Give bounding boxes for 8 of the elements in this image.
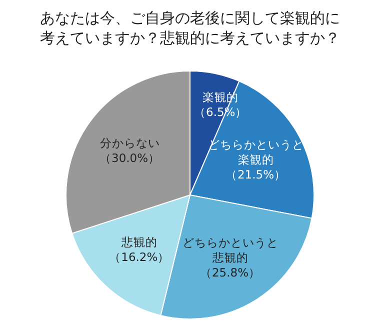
slice-label: 悲観的: [121, 234, 158, 250]
data-label: （25.8%）: [198, 265, 262, 280]
chart-title: あなたは今、ご自身の老後に関して楽観的に考えていますか？悲観的に考えていますか？: [39, 8, 341, 48]
data-label: （30.0%）: [98, 151, 162, 166]
slice-label: 分からない: [100, 136, 160, 152]
slice-label: どちらかというと悲観的: [182, 235, 278, 266]
data-label: （16.2%）: [108, 250, 171, 265]
data-label: （21.5%）: [224, 168, 288, 183]
